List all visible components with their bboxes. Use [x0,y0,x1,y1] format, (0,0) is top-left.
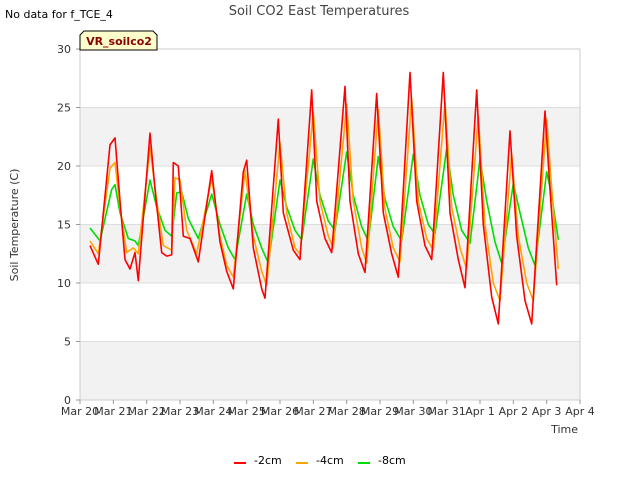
x-tick-label: Mar 21 [94,405,132,418]
series-line-2cm [89,71,558,325]
annotation-box: VR_soilco2 [79,30,158,51]
y-tick-label: 5 [64,336,71,349]
annotation-box-bg [79,30,158,51]
legend-label: -2cm [254,454,282,467]
x-tick-label: Apr 4 [565,405,595,418]
x-tick-label: Mar 29 [361,405,399,418]
x-tick-label: Mar 22 [128,405,166,418]
legend: -2cm -4cm -8cm [234,454,406,467]
x-tick-label: Apr 3 [532,405,562,418]
chart-title: Soil CO2 East Temperatures [229,4,410,19]
x-tick-label: Mar 24 [194,405,232,418]
y-tick-label: 10 [57,277,71,290]
y-axis-label: Soil Temperature (C) [8,169,21,282]
x-tick-label: Mar 25 [228,405,266,418]
x-tick-label: Mar 31 [428,405,466,418]
plot-band [80,341,580,400]
legend-label: -4cm [316,454,344,467]
x-tick-label: Mar 27 [294,405,332,418]
x-tick-label: Mar 23 [161,405,199,418]
y-tick-label: 0 [64,394,71,407]
x-axis-label: Time [550,423,578,436]
y-tick-label: 30 [57,43,71,56]
x-tick-label: Apr 1 [465,405,495,418]
x-tick-label: Mar 26 [261,405,299,418]
x-tick-label: Mar 20 [61,405,99,418]
y-tick-label: 20 [57,160,71,173]
annotation-label: VR_soilco2 [86,35,152,48]
plot-band [80,107,580,166]
y-tick-label: 15 [57,219,71,232]
series-layer [89,71,560,325]
x-tick-label: Apr 2 [499,405,529,418]
no-data-note: No data for f_TCE_4 [5,8,113,21]
y-tick-label: 25 [57,102,71,115]
x-tick-label: Mar 28 [328,405,366,418]
legend-label: -8cm [378,454,406,467]
x-tick-label: Mar 30 [394,405,432,418]
